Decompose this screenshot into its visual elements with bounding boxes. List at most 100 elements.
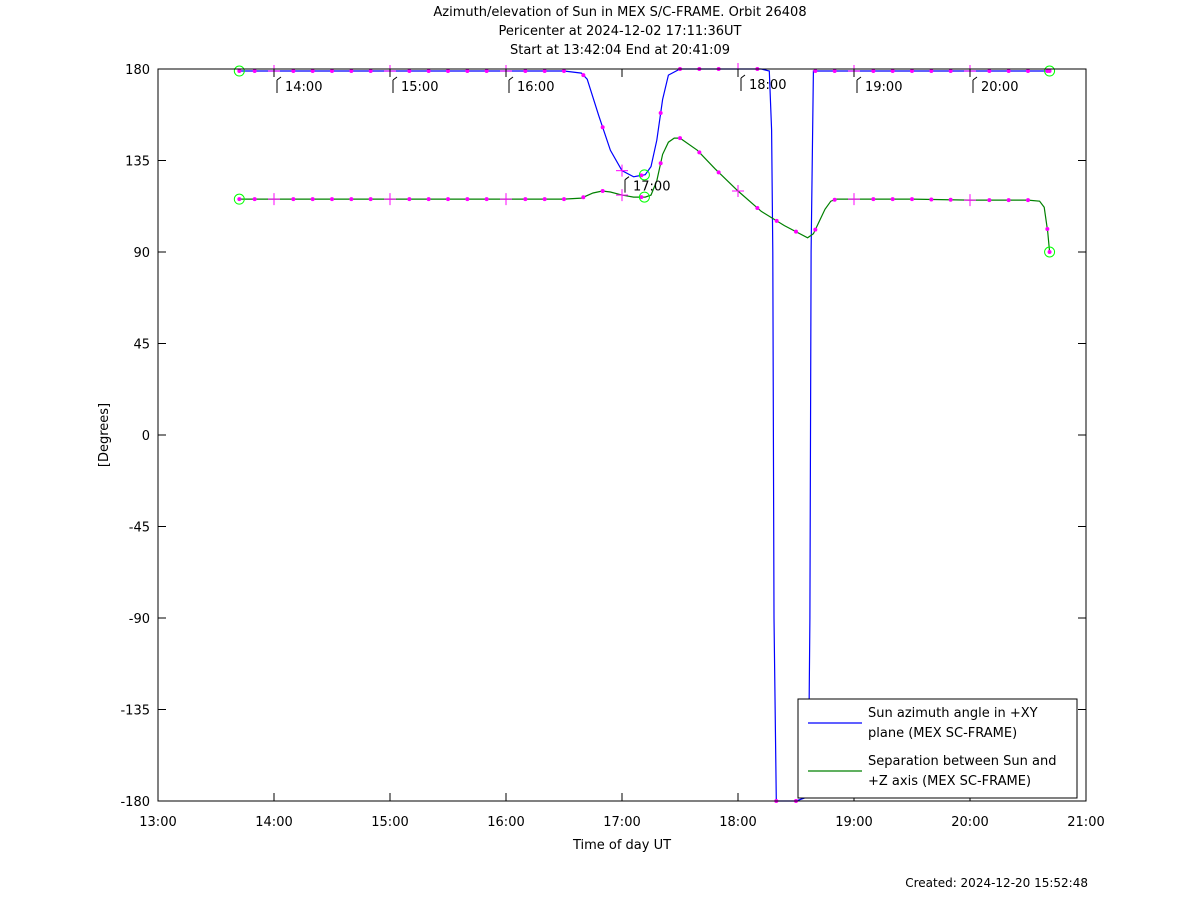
series-line-azimuth [239,68,1050,802]
y-tick-label: -135 [120,704,150,719]
y-tick-label: 0 [142,429,150,444]
x-axis-label: Time of day UT [572,838,671,853]
time-marker [330,69,334,74]
time-marker [871,69,876,74]
time-marker [774,218,779,223]
time-marker [987,198,992,203]
time-marker [252,69,257,74]
time-annotation-hook [740,74,746,79]
time-marker [678,136,682,141]
y-tick-label: -45 [129,521,150,536]
series-line-separation [239,137,1051,253]
time-marker [1006,198,1011,203]
time-marker [832,197,837,202]
time-marker [407,197,412,202]
y-tick-label: 90 [133,246,150,261]
time-marker [581,73,586,78]
time-marker [948,197,953,202]
time-marker [562,197,566,202]
time-marker [600,189,605,194]
time-marker [1045,226,1050,231]
legend-label: Sun azimuth angle in +XY [868,706,1038,721]
time-marker [523,69,528,74]
time-marker [987,69,992,74]
endpoint-dot [237,69,242,74]
time-annotation-label: 15:00 [401,80,438,95]
time-marker [542,197,547,202]
x-tick-label: 20:00 [951,815,988,830]
x-tick-label: 13:00 [139,815,176,830]
time-annotation-hook [276,76,282,81]
annotation-layer: 14:00 15:00 16:00 17:00 18:00 19:00 20:00 [276,74,1018,195]
start-end-label: Start at 13:42:04 End at 20:41:09 [509,43,731,58]
endpoint-circle [233,65,245,77]
legend: Sun azimuth angle in +XY plane (MEX SC-FR… [797,698,1078,799]
time-marker [349,197,354,202]
time-annotation-hook [972,76,978,81]
time-marker [465,69,470,74]
legend-label: Separation between Sun and [868,754,1056,769]
endpoint-circle [233,193,245,205]
time-marker [697,150,702,155]
x-tick-label: 14:00 [255,815,292,830]
time-annotation-hook [392,76,398,81]
time-marker [658,111,663,116]
x-tick-label: 15:00 [371,815,408,830]
created-timestamp: Created: 2024-12-20 15:52:48 [905,876,1088,890]
y-axis-label: [Degrees] [97,403,112,467]
time-marker [465,197,470,202]
time-annotation-hook [856,76,862,81]
time-marker [291,197,296,202]
time-marker [1026,69,1030,74]
legend-label: +Z axis (MEX SC-FRAME) [868,774,1031,789]
time-marker [446,69,450,74]
endpoint-dot [237,197,242,202]
time-marker [1006,69,1011,74]
time-marker [871,197,876,202]
marker-layer [233,63,1056,803]
time-marker [1026,198,1030,203]
time-annotation-label: 20:00 [981,80,1018,95]
time-marker [330,197,334,202]
legend-box [797,698,1078,799]
time-marker [929,69,934,74]
time-marker [639,173,644,178]
plot-frame [157,68,1087,802]
y-tick-label: -90 [129,612,150,627]
time-marker [639,195,644,200]
time-annotation-label: 17:00 [633,180,670,195]
time-annotation-hook [624,176,630,181]
time-annotation-label: 14:00 [285,80,322,95]
endpoint-dot [1047,69,1052,74]
time-marker [929,197,934,202]
time-marker [813,69,818,74]
time-marker [890,197,895,202]
endpoint-circle [1044,65,1056,77]
y-tick-label: 45 [133,338,150,353]
pericenter-label: Pericenter at 2024-12-02 17:11:36UT [498,24,742,39]
time-marker [310,69,315,74]
time-marker [910,197,914,202]
time-marker [562,69,566,74]
time-marker [523,197,528,202]
endpoint-circle [1044,246,1056,258]
endpoint-dot [1047,250,1052,254]
time-marker [426,69,431,74]
time-marker [658,161,663,166]
x-tick-label: 17:00 [603,815,640,830]
x-tick-label: 16:00 [487,815,524,830]
time-marker [484,69,489,74]
time-annotation-label: 18:00 [749,78,786,93]
time-marker [426,197,431,202]
time-marker [484,197,489,202]
legend-label: plane (MEX SC-FRAME) [868,726,1017,741]
time-marker [542,69,547,74]
pericenter-circle [638,191,650,203]
time-marker [832,69,837,74]
pericenter-circle [638,169,650,181]
time-marker [716,170,721,175]
y-tick-label: 135 [125,155,150,170]
time-marker [368,197,373,202]
time-marker [948,69,953,74]
